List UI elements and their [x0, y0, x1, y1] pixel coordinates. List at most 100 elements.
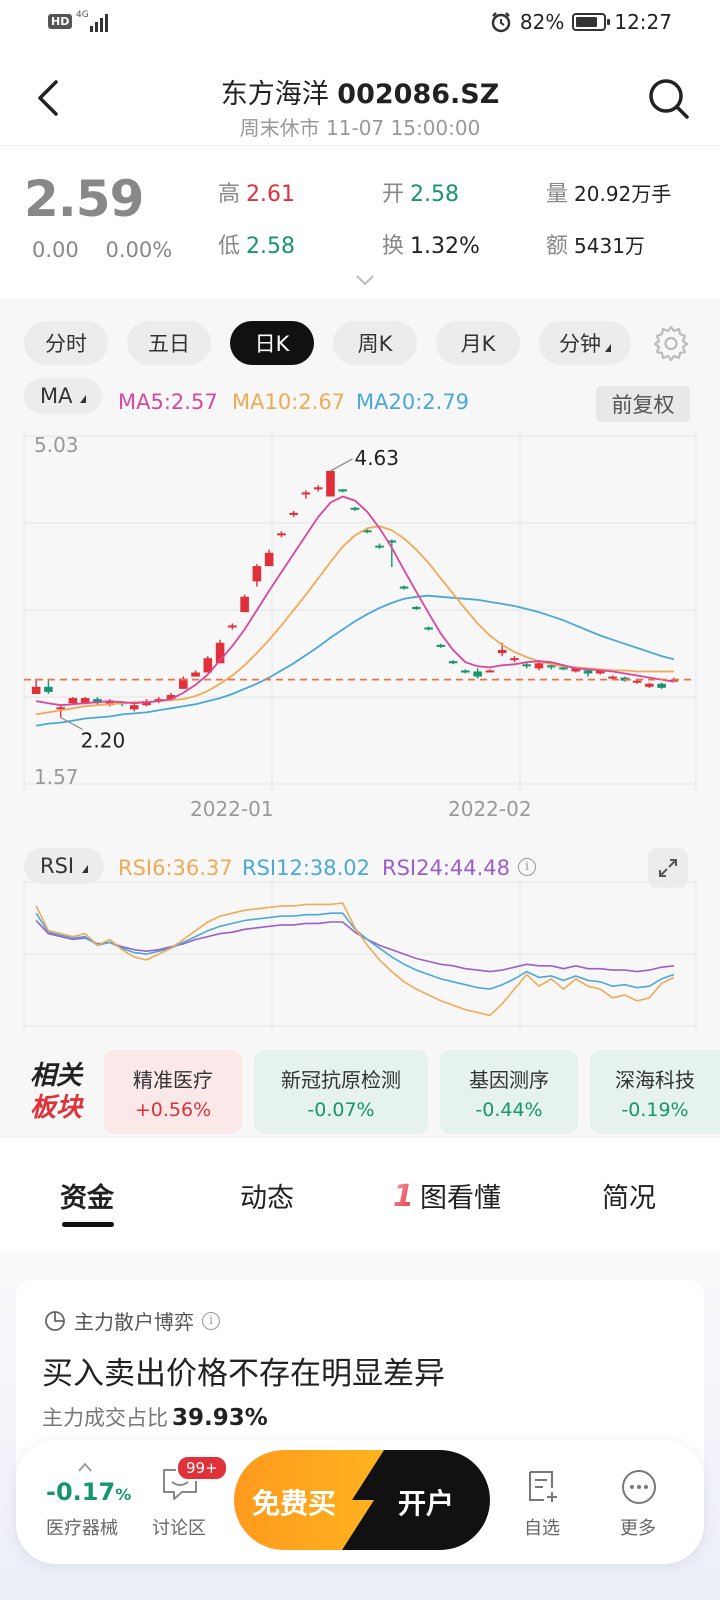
- card-subline: 主力成交占比 39.93%: [42, 1402, 268, 1432]
- add-watchlist-icon[interactable]: [524, 1468, 560, 1504]
- tab-minute-label: 分钟: [559, 332, 601, 356]
- low-value: 2.58: [246, 234, 295, 259]
- sector-card[interactable]: 精准医疗 +0.56%: [104, 1050, 242, 1134]
- candlestick-chart[interactable]: 5.03 1.57 4.63 2.20 2022-01 2022-02: [0, 430, 720, 840]
- tab-monthly-k[interactable]: 月K: [436, 321, 520, 365]
- tab-five-day[interactable]: 五日: [127, 321, 211, 365]
- low-label: 低: [218, 234, 241, 259]
- rsi12-line: [35, 912, 675, 990]
- candle-body: [595, 670, 605, 674]
- last-price: 2.59: [24, 170, 144, 228]
- battery-icon: [572, 13, 611, 31]
- fullscreen-icon[interactable]: [648, 848, 688, 888]
- sector-card[interactable]: 基因测序 -0.44%: [440, 1050, 578, 1134]
- open-account-label[interactable]: 开户: [398, 1487, 455, 1520]
- high-label: 高: [218, 182, 241, 207]
- tab-funds[interactable]: 资金: [60, 1183, 114, 1214]
- candle-body: [350, 507, 360, 510]
- candle-body: [412, 607, 421, 610]
- network-type: 4G: [76, 10, 89, 20]
- candle-body: [240, 596, 249, 613]
- tab-intraday[interactable]: 分时: [24, 321, 108, 365]
- candle-body: [461, 670, 470, 673]
- candle-body: [301, 492, 311, 495]
- candle-body: [534, 663, 544, 669]
- candle-body: [645, 683, 654, 687]
- dropdown-triangle-icon: [605, 344, 611, 352]
- candle-body: [56, 707, 65, 710]
- search-icon[interactable]: [646, 76, 690, 120]
- sector-change-unit: %: [115, 1485, 132, 1504]
- change-amount: 0.00: [32, 238, 79, 262]
- stock-header: 东方海洋 002086.SZ 周末休市 11-07 15:00:00: [0, 56, 720, 146]
- x-tick-label: 2022-02: [448, 797, 532, 821]
- gear-icon[interactable]: [652, 324, 690, 362]
- battery-percent: 82%: [519, 10, 565, 34]
- dropdown-triangle-icon: [80, 395, 87, 403]
- candle-body: [559, 667, 568, 670]
- rsi24-legend: RSI24:44.48: [382, 856, 511, 880]
- turnover-value: 1.32%: [410, 234, 480, 259]
- main-force-ratio-value: 39.93%: [172, 1405, 268, 1431]
- expand-chevron-icon[interactable]: [356, 274, 374, 286]
- tab-overview[interactable]: 简况: [602, 1183, 656, 1214]
- candle-body: [277, 533, 286, 536]
- rsi-selector[interactable]: RSI: [24, 848, 105, 884]
- sector-change-badge[interactable]: -0.17%: [46, 1478, 131, 1506]
- sector-change: -0.07%: [307, 1098, 375, 1121]
- candle-body: [191, 672, 200, 677]
- tab-minute[interactable]: 分钟: [539, 321, 631, 365]
- high-item: 高 2.61: [218, 176, 295, 208]
- max-leader-line: [330, 458, 353, 472]
- min-leader-line: [60, 716, 83, 731]
- adjust-button[interactable]: 前复权: [596, 386, 690, 422]
- candle-body: [399, 586, 409, 589]
- candle-body: [546, 665, 556, 668]
- candle-body: [571, 668, 581, 672]
- candle-body: [657, 683, 666, 688]
- candle-body: [166, 694, 176, 700]
- tab-news[interactable]: 动态: [240, 1183, 294, 1214]
- related-title-line1: 相关: [30, 1061, 83, 1091]
- candle-body: [608, 676, 617, 679]
- more-icon[interactable]: [620, 1468, 658, 1506]
- ma20-legend: MA20:2.79: [356, 390, 470, 414]
- tab-daily-k[interactable]: 日K: [230, 321, 314, 365]
- watchlist-label[interactable]: 自选: [524, 1518, 560, 1539]
- candle-body: [632, 680, 642, 683]
- sector-change-value: -0.17: [46, 1478, 116, 1506]
- rsi-chart[interactable]: [0, 880, 720, 1035]
- candle-body: [583, 670, 593, 674]
- ma-selector[interactable]: MA: [24, 378, 103, 414]
- sector-change: -0.44%: [475, 1098, 543, 1121]
- candle-body: [313, 487, 323, 490]
- info-icon[interactable]: i: [202, 1311, 220, 1330]
- discussion-label[interactable]: 讨论区: [152, 1518, 206, 1539]
- pie-chart-icon: [45, 1310, 65, 1331]
- chevron-up-icon[interactable]: [78, 1462, 92, 1472]
- related-title-line2: 板块: [30, 1093, 83, 1123]
- ma5-line: [35, 495, 675, 707]
- free-buy-label[interactable]: 免费买: [252, 1487, 337, 1520]
- more-label[interactable]: 更多: [620, 1518, 656, 1539]
- info-icon[interactable]: i: [518, 858, 536, 876]
- open-label: 开: [382, 182, 405, 207]
- clock: 12:27: [614, 10, 672, 34]
- sector-name: 精准医疗: [133, 1067, 213, 1092]
- x-tick-label: 2022-01: [190, 797, 274, 821]
- candle-body: [338, 489, 348, 492]
- sector-name: 深海科技: [615, 1067, 695, 1092]
- buy-open-account-button[interactable]: [234, 1450, 490, 1550]
- sector-card[interactable]: 深海科技 -0.19%: [590, 1050, 720, 1134]
- tab-weekly-k[interactable]: 周K: [333, 321, 417, 365]
- candle-body: [93, 699, 102, 704]
- amount-value: 5431万: [574, 234, 645, 258]
- sector-card[interactable]: 新冠抗原检测 -0.07%: [254, 1050, 428, 1134]
- stock-code: 002086.SZ: [337, 79, 500, 110]
- volume-item: 量 20.92万手: [546, 176, 671, 208]
- candle-body: [228, 625, 237, 628]
- tab-chart-explainer[interactable]: 图看懂: [420, 1183, 501, 1214]
- dropdown-triangle-icon: [82, 865, 89, 873]
- back-arrow-icon[interactable]: [30, 78, 70, 118]
- turnover-item: 换 1.32%: [382, 228, 480, 260]
